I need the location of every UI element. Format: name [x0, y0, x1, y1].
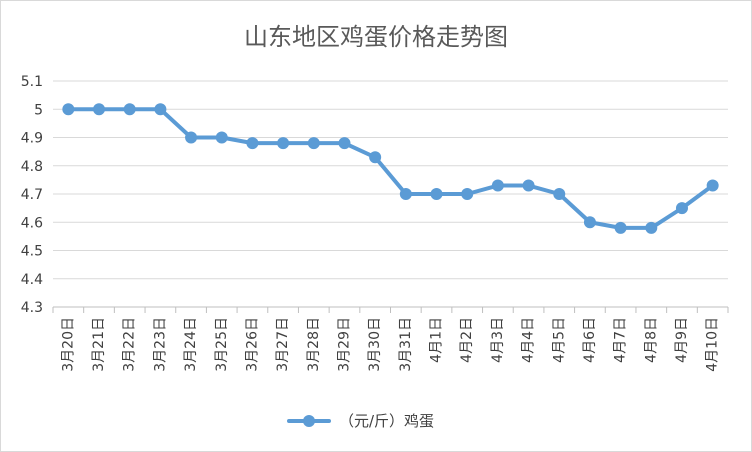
x-tick-label: 3月26日: [244, 317, 260, 372]
x-tick-label: 3月29日: [336, 317, 352, 372]
data-point: [461, 188, 474, 200]
x-tick-label: 3月25日: [214, 317, 230, 372]
x-tick-label: 3月21日: [91, 317, 107, 372]
gridlines: [53, 80, 728, 308]
y-axis-ticks: 4.3 4.4 4.5 4.6 4.7 4.8 4.9 5 5.1: [21, 74, 43, 316]
x-tick-label: 4月10日: [705, 317, 721, 372]
data-point: [583, 216, 596, 229]
data-point: [430, 188, 443, 200]
y-tick-label: 4.5: [21, 244, 43, 260]
data-point: [246, 137, 259, 150]
legend-point-swatch: [303, 415, 315, 427]
data-point: [399, 188, 412, 200]
data-point: [369, 151, 382, 164]
legend-series-label: （元/斤）鸡蛋: [339, 412, 434, 430]
data-point: [93, 103, 106, 116]
data-point: [675, 202, 688, 215]
y-tick-label: 4.3: [21, 300, 43, 316]
series-layer: [62, 103, 719, 234]
chart-title: 山东地区鸡蛋价格走势图: [244, 23, 508, 51]
x-tick-label: 4月7日: [613, 317, 629, 363]
x-tick-label: 4月9日: [674, 317, 690, 363]
y-tick-label: 5: [34, 102, 43, 118]
x-tick-label: 3月31日: [398, 317, 414, 372]
legend: （元/斤）鸡蛋: [287, 412, 434, 430]
x-tick-label: 4月8日: [643, 317, 659, 363]
data-point: [614, 221, 627, 234]
data-point: [706, 179, 719, 192]
series-line-0: [66, 107, 715, 230]
x-tick-label: 3月24日: [183, 317, 199, 372]
data-point: [185, 131, 198, 144]
x-tick-label: 4月5日: [551, 317, 567, 363]
x-tick-label: 4月4日: [521, 317, 537, 363]
y-tick-label: 4.9: [21, 131, 43, 147]
x-tick-label: 3月23日: [152, 317, 168, 372]
x-tick-label: 4月6日: [582, 317, 598, 363]
data-point: [491, 179, 504, 192]
y-tick-label: 5.1: [21, 74, 43, 90]
y-tick-label: 4.8: [21, 159, 43, 175]
x-tick-label: 4月2日: [459, 317, 475, 363]
x-tick-label: 3月28日: [306, 317, 322, 372]
data-point: [123, 103, 136, 116]
data-point: [62, 103, 75, 116]
y-tick-label: 4.7: [21, 187, 43, 203]
y-tick-label: 4.6: [21, 215, 43, 231]
data-point: [645, 221, 658, 234]
x-tick-label: 3月30日: [367, 317, 383, 372]
x-axis-ticks: 3月20日 3月21日 3月22日 3月23日 3月24日 3月25日 3月26日 3月27日…: [52, 307, 729, 372]
x-tick-label: 3月27日: [275, 317, 291, 372]
data-point: [338, 137, 351, 150]
y-tick-label: 4.4: [21, 272, 43, 288]
x-tick-label: 4月3日: [490, 317, 506, 363]
data-point: [277, 137, 290, 150]
data-point: [553, 188, 566, 200]
data-point: [307, 137, 320, 150]
data-point: [522, 179, 535, 192]
data-point: [154, 103, 167, 116]
data-point: [215, 131, 228, 144]
x-tick-label: 3月20日: [60, 317, 76, 372]
x-tick-label: 3月22日: [122, 317, 138, 372]
x-tick-label: 4月1日: [429, 317, 445, 363]
